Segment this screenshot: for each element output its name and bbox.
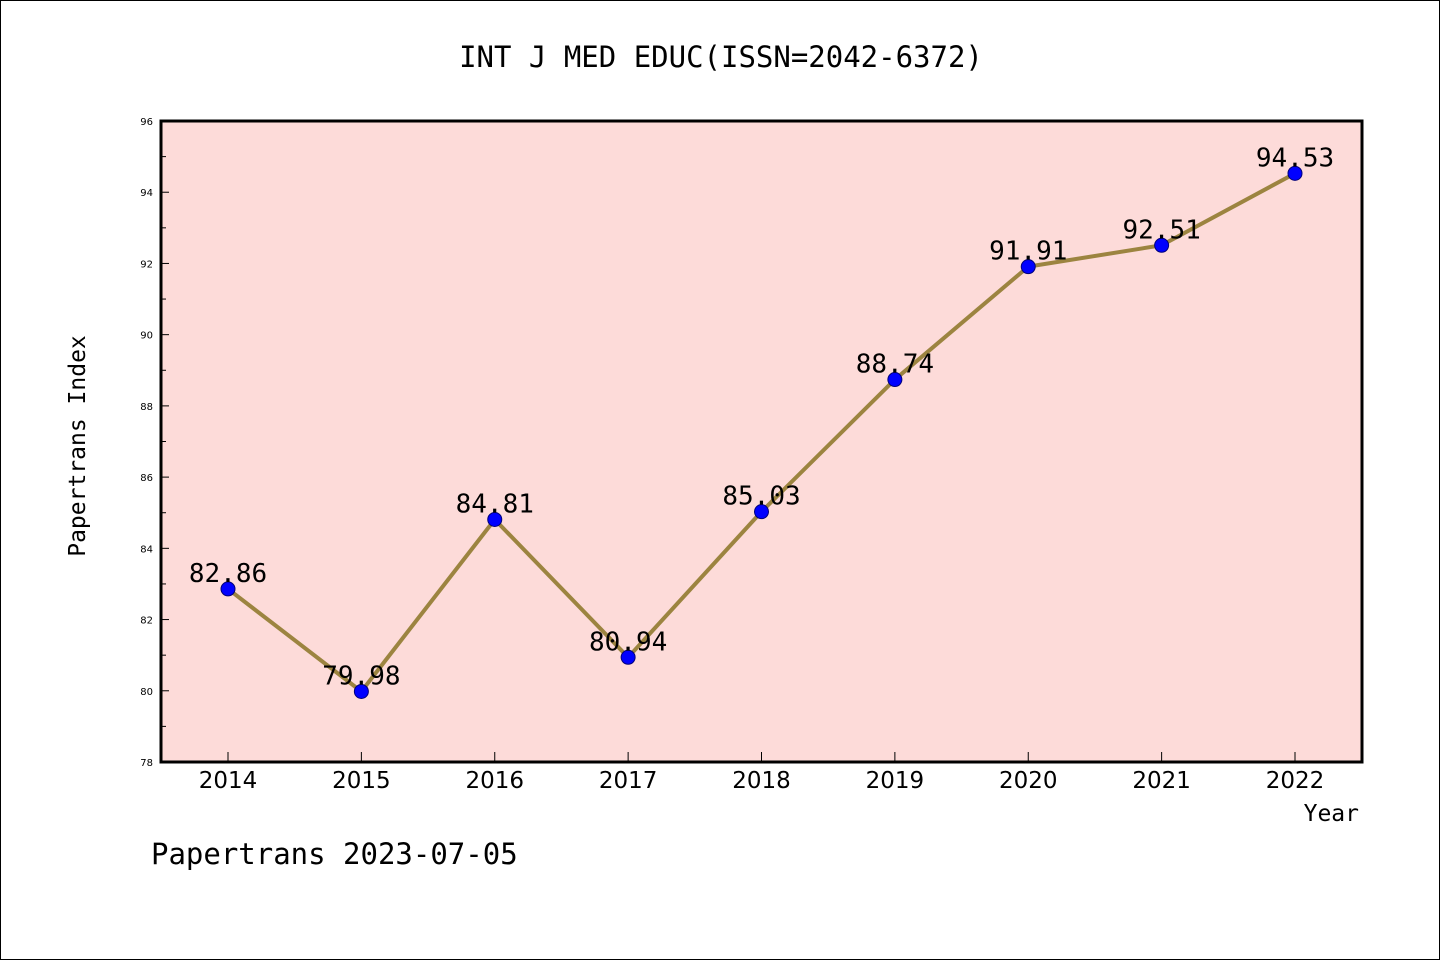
x-tick-label: 2019 bbox=[866, 768, 925, 794]
data-point-marker bbox=[620, 649, 636, 665]
data-point-marker bbox=[353, 683, 369, 699]
footer-date-stamp: Papertrans 2023-07-05 bbox=[151, 837, 518, 871]
plot-area bbox=[159, 119, 1364, 764]
y-tick-label: 88 bbox=[140, 402, 153, 413]
data-value-label: 94.53 bbox=[1256, 143, 1334, 173]
data-point-marker bbox=[487, 511, 503, 527]
data-point-marker bbox=[1287, 165, 1303, 181]
data-value-label: 79.98 bbox=[322, 661, 400, 691]
y-tick-label: 86 bbox=[140, 473, 153, 484]
data-value-label: 88.74 bbox=[856, 350, 934, 380]
data-point-marker bbox=[754, 504, 769, 520]
x-tick-label: 2018 bbox=[732, 768, 791, 794]
y-tick-label: 84 bbox=[140, 544, 153, 555]
y-axis-title: Papertrans Index bbox=[65, 335, 91, 557]
data-point-marker bbox=[1154, 237, 1170, 253]
chart-title: INT J MED EDUC(ISSN=2042-6372) bbox=[459, 40, 983, 74]
data-value-label: 82.86 bbox=[189, 559, 267, 589]
y-tick-label: 96 bbox=[140, 117, 153, 128]
data-point-marker bbox=[887, 372, 903, 388]
x-tick-label: 2020 bbox=[999, 768, 1058, 794]
data-value-label: 92.51 bbox=[1122, 215, 1200, 245]
y-axis: 78 80 82 84 86 88 90 92 94 96 bbox=[140, 117, 169, 769]
series-layer bbox=[220, 165, 1303, 699]
data-point-marker bbox=[220, 581, 236, 597]
data-value-label: 80.94 bbox=[589, 627, 667, 657]
y-tick-label: 90 bbox=[140, 331, 153, 342]
y-tick-label: 92 bbox=[140, 259, 153, 270]
y-tick-label: 94 bbox=[140, 188, 153, 199]
data-labels-layer: 82.86 79.98 84.81 80.94 85.03 88.74 91.91 92.51… bbox=[189, 143, 1334, 691]
x-axis-title: Year bbox=[1304, 801, 1359, 827]
data-value-label: 85.03 bbox=[722, 482, 800, 512]
x-tick-label: 2016 bbox=[465, 768, 524, 794]
y-tick-label: 80 bbox=[140, 687, 153, 698]
y-tick-label: 78 bbox=[140, 758, 153, 769]
data-point-marker bbox=[1020, 259, 1036, 275]
x-tick-label: 2022 bbox=[1266, 768, 1325, 794]
x-tick-label: 2021 bbox=[1132, 768, 1191, 794]
x-tick-label: 2014 bbox=[199, 768, 258, 794]
y-tick-label: 82 bbox=[140, 616, 153, 627]
data-value-label: 84.81 bbox=[456, 489, 534, 519]
x-axis: 2014 2015 2016 2017 2018 2019 2020 2021 2022 bbox=[199, 752, 1325, 794]
x-tick-label: 2015 bbox=[332, 768, 391, 794]
data-value-label: 91.91 bbox=[989, 237, 1067, 267]
x-tick-label: 2017 bbox=[599, 768, 658, 794]
